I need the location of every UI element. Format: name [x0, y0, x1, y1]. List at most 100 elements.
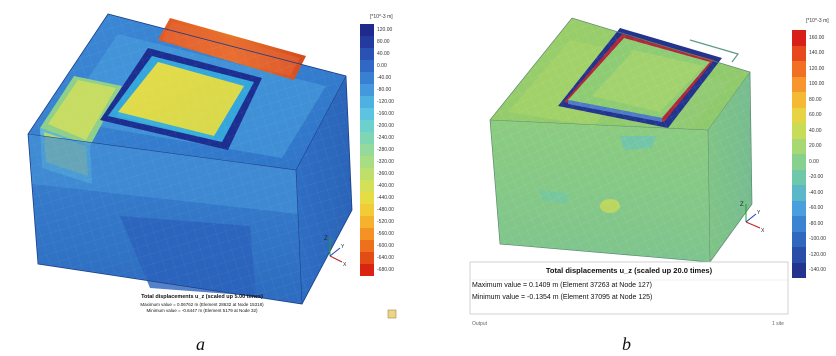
legend-tick-label: -40.00	[377, 75, 392, 81]
legend-tick-label: 100.00	[809, 81, 825, 88]
legend-unit-a: [*10^-3 m]	[370, 14, 393, 20]
legend-swatch	[792, 169, 806, 185]
caption-b: Total displacements u_z (scaled up 20.0 …	[470, 266, 788, 301]
legend-swatch	[792, 107, 806, 123]
legend-tick-label: -480.00	[377, 207, 394, 213]
legend-swatch	[792, 216, 806, 232]
caption-a: Total displacements u_z (scaled up 5.00 …	[0, 294, 404, 313]
caption-b-max: Maximum value = 0.1409 m (Element 37263 …	[472, 282, 652, 289]
axis-b-label-x: X	[761, 228, 765, 234]
legend-tick-label: -60.00	[809, 205, 824, 212]
legend-tick-label: -80.00	[377, 87, 392, 93]
axis-b-label-z: Z	[740, 202, 744, 208]
legend-tick-label: -640.00	[377, 255, 394, 261]
legend-swatch	[792, 262, 806, 278]
figure-label-b: b	[622, 334, 631, 354]
figure-label-a: a	[196, 334, 205, 354]
axis-label-z: Z	[324, 236, 328, 242]
legend-swatch	[792, 45, 806, 61]
legend-tick-label: 120.00	[377, 27, 393, 33]
legend-swatch	[792, 231, 806, 247]
caption-b-min: Minimum value = -0.1354 m (Element 37095…	[472, 294, 653, 301]
fe-model-view-b: Z Y X	[469, 17, 789, 315]
caption-b-title: Total displacements u_z (scaled up 20.0 …	[545, 266, 713, 275]
legend-swatch	[360, 48, 374, 60]
legend-tick-label: -440.00	[377, 195, 394, 201]
legend-swatch	[792, 138, 806, 154]
legend-tick-label: 40.00	[809, 127, 822, 134]
fe-model-view-a: Z Y X	[27, 13, 397, 319]
legend-tick-label: -200.00	[377, 123, 394, 129]
legend-swatch	[792, 185, 806, 201]
caption-a-max: Maximum value = 0.06762 m (Element 28632…	[140, 302, 264, 307]
legend-swatch	[360, 264, 374, 276]
legend-swatch	[792, 200, 806, 216]
legend-swatch	[360, 228, 374, 240]
axis-b-label-y: Y	[757, 210, 761, 216]
legend-swatch	[792, 154, 806, 170]
legend-swatch	[360, 132, 374, 144]
legend-swatch	[360, 36, 374, 48]
legend-tick-label: -400.00	[377, 183, 394, 189]
legend-tick-label: -680.00	[377, 267, 394, 273]
legend-tick-label: 80.00	[377, 39, 390, 45]
legend-tick-label: 120.00	[809, 65, 825, 72]
legend-tick-label: 20.00	[809, 143, 822, 150]
legend-tick-label: -520.00	[377, 219, 394, 225]
figure-panel-b: Z Y X [*10^-3 m] 160.00 140.00 120.00 100.0…	[420, 0, 836, 330]
legend-swatch	[360, 120, 374, 132]
legend-swatch	[792, 123, 806, 139]
legend-swatch	[792, 247, 806, 263]
legend-tick-label: -280.00	[377, 147, 394, 153]
legend-tick-label: -320.00	[377, 159, 394, 165]
legend-swatch	[360, 216, 374, 228]
legend-tick-label: -360.00	[377, 171, 394, 177]
footer-left-b: Output	[472, 321, 488, 327]
legend-swatch	[360, 168, 374, 180]
legend-swatch	[360, 252, 374, 264]
legend-swatch	[360, 240, 374, 252]
legend-tick-label: -160.00	[377, 111, 394, 117]
legend-swatch	[360, 144, 374, 156]
legend-swatch	[360, 24, 374, 36]
legend-tick-label: -120.00	[377, 99, 394, 105]
axis-triad-a: Z Y X	[324, 236, 347, 268]
legend-tick-label: -120.00	[809, 251, 826, 258]
legend-tick-label: -600.00	[377, 243, 394, 249]
legend-tick-label: 160.00	[809, 34, 825, 41]
legend-swatch	[792, 76, 806, 92]
legend-swatch	[360, 180, 374, 192]
axis-triad-b: Z Y X	[740, 202, 765, 234]
legend-unit-b: [*10^-3 m]	[806, 18, 829, 24]
legend-tick-label: 0.00	[377, 63, 387, 69]
viewer-lock-icon	[387, 309, 397, 319]
legend-tick-label: -100.00	[809, 236, 826, 243]
legend-tick-label: -240.00	[377, 135, 394, 141]
legend-tick-label: -80.00	[809, 220, 824, 227]
caption-a-title: Total displacements u_z (scaled up 5.00 …	[141, 294, 263, 300]
legend-tick-label: 60.00	[809, 112, 822, 119]
legend-swatch	[360, 84, 374, 96]
legend-swatch	[792, 61, 806, 77]
legend-swatch	[360, 60, 374, 72]
color-legend-b: [*10^-3 m] 160.00 140.00 120.00 100.00 80.00…	[792, 18, 836, 292]
legend-swatch	[360, 108, 374, 120]
legend-tick-label: -40.00	[809, 189, 824, 196]
legend-tick-label: 140.00	[809, 50, 825, 57]
figure-panel-a: Z Y X [*10^-3 m] 120.00 80.00 40.00 0.00 -40…	[0, 0, 404, 330]
legend-tick-label: -20.00	[809, 174, 824, 181]
color-legend-a: [*10^-3 m] 120.00 80.00 40.00 0.00 -40.00 -80…	[360, 14, 400, 278]
footer-right-b: 1 site	[772, 321, 784, 327]
axis-label-x: X	[343, 262, 347, 268]
legend-swatch	[360, 192, 374, 204]
legend-swatch	[360, 156, 374, 168]
axis-label-y: Y	[341, 244, 345, 250]
legend-tick-label: 80.00	[809, 96, 822, 103]
legend-tick-label: -140.00	[809, 267, 826, 274]
legend-swatch	[792, 92, 806, 108]
legend-swatch	[360, 72, 374, 84]
legend-swatch	[792, 30, 806, 46]
caption-a-min: Minimum value = -0.6447 m (Element 5179 …	[146, 308, 258, 313]
legend-tick-label: 40.00	[377, 51, 390, 57]
legend-swatch	[360, 96, 374, 108]
